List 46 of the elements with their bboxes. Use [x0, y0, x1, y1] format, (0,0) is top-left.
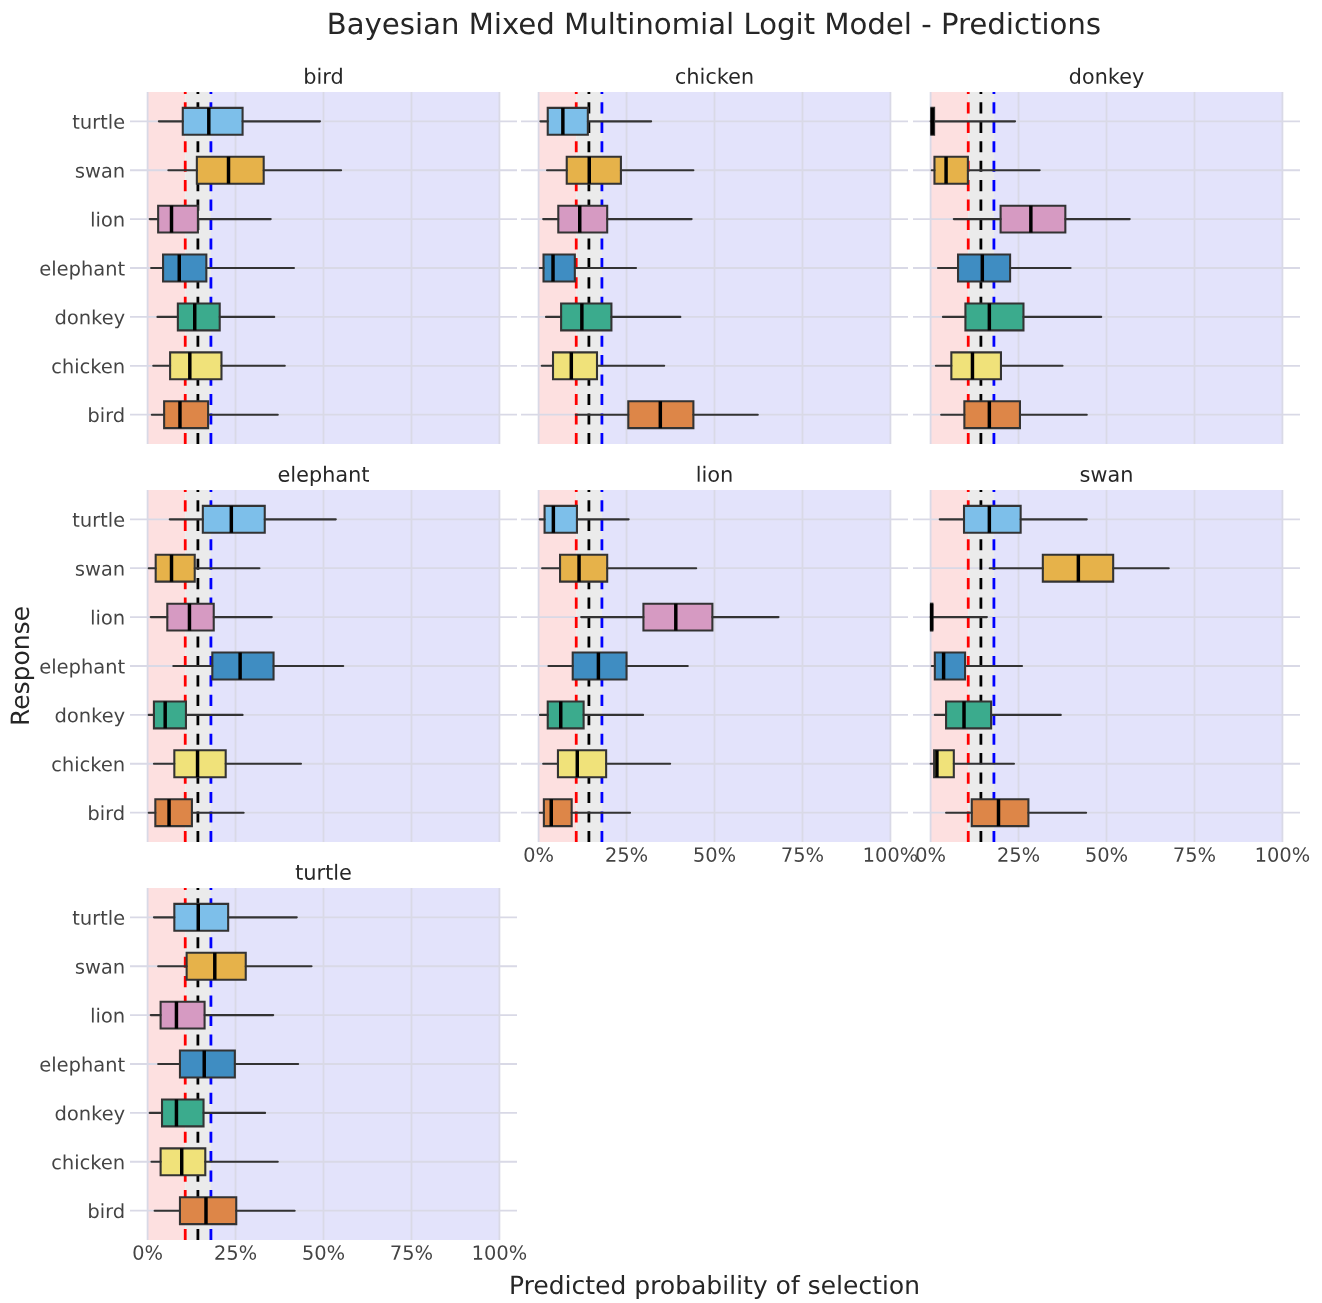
- y-axis-title: Response: [10, 607, 35, 724]
- x-tick-label: 0%: [916, 847, 945, 862]
- y-tick-label: chicken: [52, 1154, 124, 1170]
- x-tick-label: 100%: [473, 1245, 527, 1260]
- x-tick-label: 0%: [524, 847, 553, 862]
- x-tick-label: 50%: [1086, 847, 1128, 862]
- y-tick-label: turtle: [72, 511, 125, 527]
- x-tick-label: 25%: [998, 847, 1040, 862]
- x-tick-label: 50%: [694, 847, 736, 862]
- x-tick-label: 100%: [864, 847, 918, 862]
- y-tick-label: bird: [89, 1203, 124, 1219]
- chart-title: swan: [1080, 470, 1132, 482]
- x-tick-label: 50%: [303, 1245, 345, 1260]
- y-tick-label: elephant: [40, 260, 125, 280]
- y-tick-label: elephant: [40, 658, 125, 678]
- y-tick-label: turtle: [72, 113, 125, 129]
- y-tick-label: lion: [91, 1007, 124, 1023]
- y-tick-label: swan: [75, 962, 124, 974]
- text: Bayesian Mixed Multinomial Logit Model - Predictions: [329, 11, 1100, 41]
- y-tick-label: lion: [91, 609, 124, 625]
- x-tick-label: 25%: [606, 847, 648, 862]
- chart-title: lion: [697, 465, 732, 482]
- y-tick-label: lion: [91, 211, 124, 227]
- y-tick-label: donkey: [55, 707, 125, 727]
- y-tick-label: elephant: [40, 1056, 125, 1076]
- y-tick-label: bird: [89, 407, 124, 423]
- y-tick-label: bird: [89, 805, 124, 821]
- y-tick-label: swan: [75, 564, 124, 576]
- chart-title: donkey: [1069, 67, 1144, 88]
- y-tick-label: turtle: [72, 909, 125, 925]
- x-tick-label: 100%: [1256, 847, 1310, 862]
- x-tick-label: 75%: [391, 1245, 432, 1260]
- x-tick-label: 0%: [133, 1245, 162, 1260]
- x-tick-label: 75%: [1174, 847, 1215, 862]
- x-axis-title: Predicted probability of selection: [511, 1274, 918, 1300]
- chart-title: bird: [305, 67, 342, 84]
- y-tick-label: donkey: [55, 309, 125, 329]
- x-tick-label: 25%: [215, 1245, 257, 1260]
- y-tick-label: chicken: [52, 358, 124, 374]
- chart-title: chicken: [676, 67, 753, 84]
- y-tick-label: swan: [75, 166, 124, 178]
- y-tick-label: chicken: [52, 756, 124, 772]
- y-tick-label: donkey: [55, 1105, 125, 1125]
- x-tick-label: 75%: [782, 847, 823, 862]
- chart-title: turtle: [295, 863, 351, 880]
- chart-title: elephant: [278, 465, 369, 486]
